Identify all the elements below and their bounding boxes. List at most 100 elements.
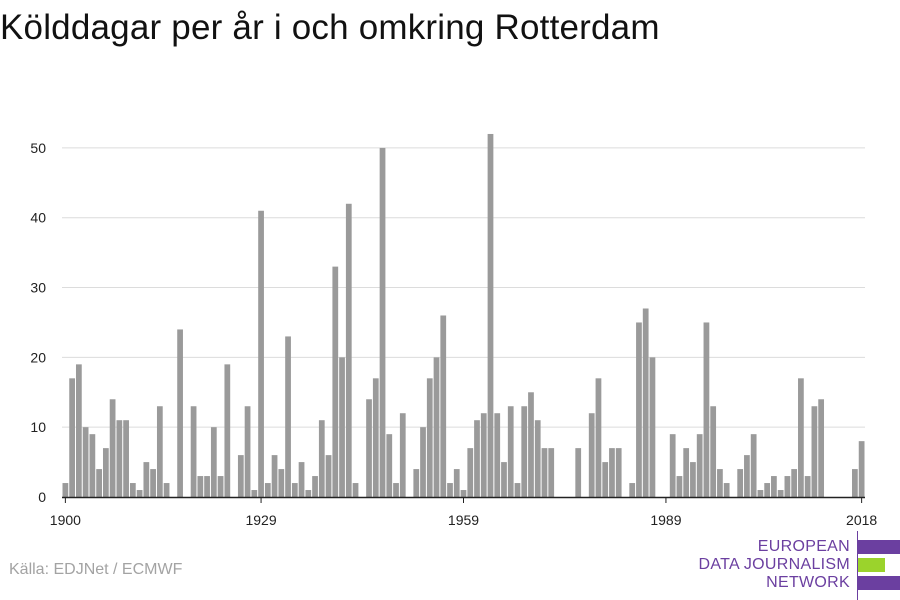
bars (62, 133, 865, 498)
bar-1954 (426, 378, 433, 497)
bar-1947 (379, 147, 386, 498)
bar-1900 (62, 483, 69, 497)
bar-1997 (717, 469, 723, 497)
bar-1912 (143, 462, 150, 497)
bar-1935 (298, 462, 305, 497)
bar-1994 (696, 434, 703, 497)
bar-1904 (89, 434, 96, 497)
logo-line-1: EUROPEAN (757, 538, 850, 555)
bar-1923 (217, 476, 224, 497)
bar-1929 (258, 210, 264, 497)
bar-1998 (723, 483, 730, 497)
y-tick-label-50: 50 (30, 140, 46, 156)
bar-1926 (237, 455, 244, 497)
x-tick-label-1929: 1929 (245, 512, 276, 528)
x-tick-label-2018: 2018 (846, 512, 877, 528)
bar-1971 (541, 448, 548, 497)
bar-1931 (271, 455, 278, 497)
bar-1928 (251, 490, 258, 497)
bar-1996 (710, 406, 717, 497)
bar-1963 (487, 133, 494, 498)
bar-1960 (467, 448, 474, 497)
y-tick-label-40: 40 (30, 210, 46, 226)
bar-1948 (386, 434, 393, 497)
bar-2004 (764, 483, 771, 497)
bar-1958 (453, 469, 460, 497)
bar-2008 (791, 469, 798, 497)
y-tick-label-0: 0 (38, 489, 46, 505)
bar-1913 (150, 469, 156, 497)
bar-1966 (507, 406, 514, 497)
bar-1922 (210, 427, 217, 497)
bar-1950 (399, 413, 406, 497)
x-tick-label-1900: 1900 (50, 512, 81, 528)
bar-1956 (440, 315, 447, 497)
bar-2000 (737, 469, 744, 497)
bar-1986 (642, 308, 649, 497)
bar-1976 (575, 448, 582, 497)
bar-1959 (460, 490, 467, 497)
bar-1910 (129, 483, 136, 497)
bar-1937 (312, 476, 318, 497)
logo-bar-purple-top (858, 540, 900, 554)
bar-1964 (494, 413, 501, 497)
bar-1984 (629, 483, 636, 497)
bar-1995 (703, 322, 710, 497)
bar-1921 (204, 476, 210, 497)
bar-2001 (744, 455, 750, 497)
bar-1981 (609, 448, 615, 497)
bar-1987 (649, 357, 656, 497)
bar-1946 (372, 378, 379, 497)
logo-divider (857, 531, 858, 600)
y-tick-label-20: 20 (30, 349, 46, 365)
bar-1906 (102, 448, 109, 497)
bar-1979 (595, 378, 602, 497)
logo-text: EUROPEAN DATA JOURNALISM NETWORK (699, 538, 850, 592)
bar-1970 (534, 420, 541, 497)
bar-1993 (690, 462, 696, 497)
bar-1939 (325, 455, 332, 497)
logo-bar-green (858, 558, 885, 572)
bar-2002 (750, 434, 757, 497)
bar-1908 (116, 420, 123, 497)
bar-1965 (501, 462, 507, 497)
bar-1911 (136, 490, 143, 497)
x-axis-ticks: 1900 1929 1959 1989 2018 (50, 497, 877, 528)
bar-1942 (345, 203, 352, 497)
bar-1941 (339, 357, 345, 497)
source-note: Källa: EDJNet / ECMWF (9, 561, 183, 578)
bar-2017 (852, 469, 858, 497)
bar-1932 (278, 469, 285, 497)
bar-1978 (588, 413, 595, 497)
bar-1943 (352, 483, 359, 497)
bar-1962 (480, 413, 487, 497)
bar-1968 (521, 406, 528, 497)
edjnet-logo: EUROPEAN DATA JOURNALISM NETWORK (699, 531, 900, 600)
bar-1940 (332, 266, 339, 497)
bar-1945 (366, 399, 372, 497)
bar-1930 (264, 483, 271, 497)
chart-title: Kölddagar per år i och omkring Rotterdam (0, 8, 660, 47)
bar-1903 (82, 427, 89, 497)
bar-1927 (244, 406, 251, 497)
bar-1919 (190, 406, 197, 497)
y-tick-label-30: 30 (30, 280, 46, 296)
bar-2009 (798, 378, 804, 497)
bar-1902 (75, 364, 82, 497)
bar-1936 (305, 490, 312, 497)
y-axis-ticks: 0 10 20 30 40 50 (30, 140, 46, 505)
bar-2012 (818, 399, 825, 497)
x-tick-label-1959: 1959 (448, 512, 479, 528)
bar-1952 (413, 469, 420, 497)
bar-1949 (393, 483, 399, 497)
bar-1914 (156, 406, 163, 497)
bar-2006 (777, 490, 784, 497)
bar-1920 (197, 476, 204, 497)
bar-1907 (109, 399, 116, 497)
bar-1924 (224, 364, 231, 497)
bar-1961 (474, 420, 480, 497)
bar-1992 (683, 448, 690, 497)
bar-1969 (528, 392, 534, 497)
bar-2003 (757, 490, 764, 497)
